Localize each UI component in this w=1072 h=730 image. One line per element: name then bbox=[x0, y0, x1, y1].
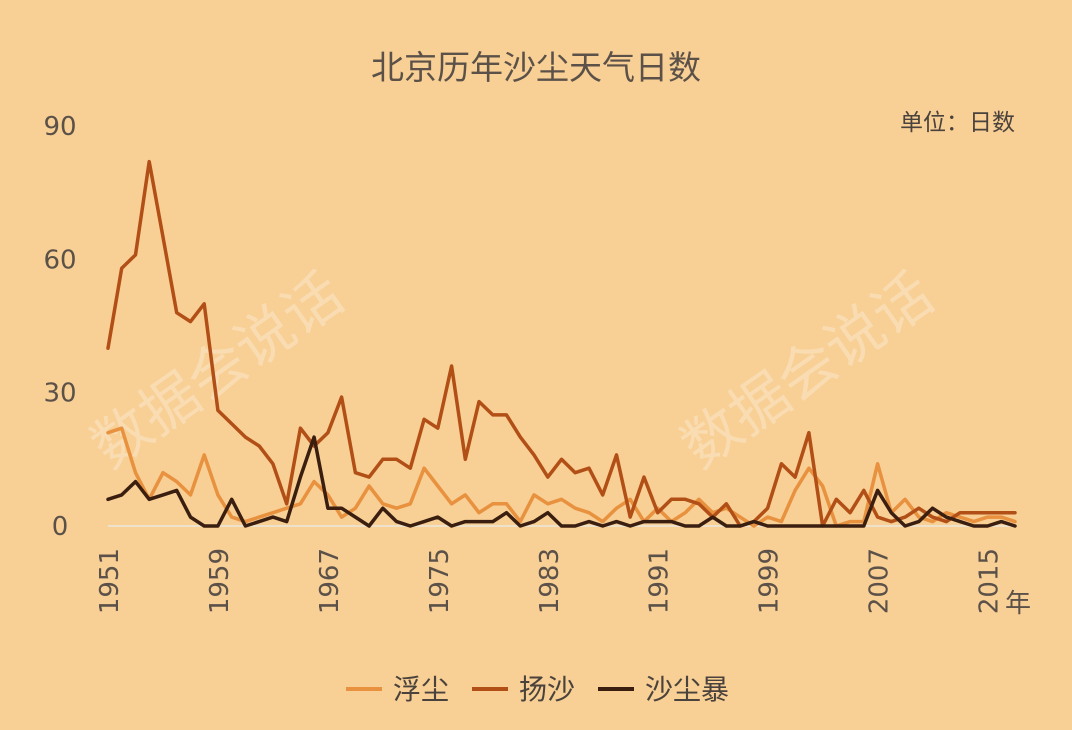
x-tick-label: 1999 bbox=[755, 548, 785, 614]
y-tick-label: 60 bbox=[43, 245, 76, 275]
legend-label: 沙尘暴 bbox=[645, 673, 729, 706]
x-axis-ticks: 1951 1959 1967 1975 1983 1991 1999 2007 2015 bbox=[95, 548, 1005, 614]
y-tick-label: 30 bbox=[43, 379, 76, 409]
unit-label: 单位：日数 bbox=[900, 110, 1015, 136]
y-tick-label: 90 bbox=[43, 112, 76, 142]
legend: 浮尘 扬沙 沙尘暴 bbox=[346, 673, 729, 706]
series-lines bbox=[106, 159, 1017, 528]
watermark-left: 数据会说话 bbox=[79, 259, 356, 481]
x-tick-label: 2007 bbox=[865, 548, 895, 614]
x-tick-label: 1975 bbox=[425, 548, 455, 614]
x-tick-label: 1951 bbox=[95, 548, 125, 614]
y-tick-label: 0 bbox=[52, 512, 69, 542]
x-tick-label: 2015 bbox=[975, 548, 1005, 614]
x-tick-label: 1967 bbox=[315, 548, 345, 614]
watermark-text: 数据会说话 bbox=[79, 259, 356, 481]
x-axis-unit: 年 bbox=[1005, 589, 1031, 619]
watermark-right: 数据会说话 bbox=[669, 259, 946, 481]
x-tick-label: 1983 bbox=[535, 548, 565, 614]
series-line-1 bbox=[106, 426, 1017, 528]
series-line-2 bbox=[106, 159, 1017, 528]
legend-label: 扬沙 bbox=[519, 673, 575, 706]
x-tick-label: 1959 bbox=[205, 548, 235, 614]
legend-label: 浮尘 bbox=[393, 673, 449, 706]
y-axis-ticks: 0 30 60 90 bbox=[43, 112, 76, 542]
chart-title: 北京历年沙尘天气日数 bbox=[371, 48, 701, 87]
watermark-text: 数据会说话 bbox=[669, 259, 946, 481]
x-tick-label: 1991 bbox=[645, 548, 675, 614]
series-line-3 bbox=[106, 435, 1017, 528]
